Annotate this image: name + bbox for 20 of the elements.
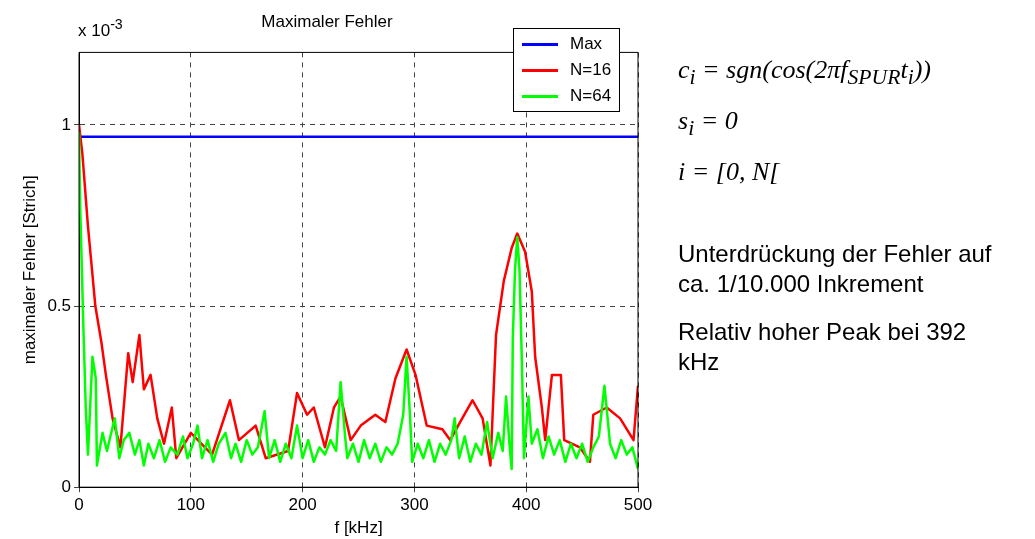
text: s$_{i}$ = 0	[678, 105, 739, 143]
legend-label: N=64	[570, 86, 612, 106]
text: c$_{i}$ = sgn(cos(2πf$_{SPUR}$t$_{i}$))	[678, 54, 932, 92]
x-axis-title: f [kHz]	[334, 518, 383, 538]
x-tick-label: 100	[176, 495, 206, 515]
legend-label: N=16	[570, 60, 612, 80]
y-tick-label: 0.5	[47, 295, 72, 315]
text: x 10$^{-3}$	[78, 16, 123, 41]
text: Relativ hoher Peak bei 392 kHz	[678, 317, 968, 378]
y-tick-label: 0	[61, 476, 72, 496]
legend-label: Max	[570, 34, 603, 54]
x-tick-label: 200	[288, 495, 317, 515]
x-tick-label: 400	[512, 495, 541, 515]
y-axis-title: maximaler Fehler [Strich]	[19, 175, 39, 365]
chart-title: Maximaler Fehler	[261, 11, 393, 31]
text: Unterdrückung der Fehler auf ca. 1/10.000 Inkrement	[678, 239, 993, 300]
text: i = [0, N[	[678, 156, 781, 189]
x-tick-label: 300	[400, 495, 429, 515]
x-tick-label: 500	[623, 495, 653, 515]
y-tick-label: 1	[61, 114, 72, 134]
